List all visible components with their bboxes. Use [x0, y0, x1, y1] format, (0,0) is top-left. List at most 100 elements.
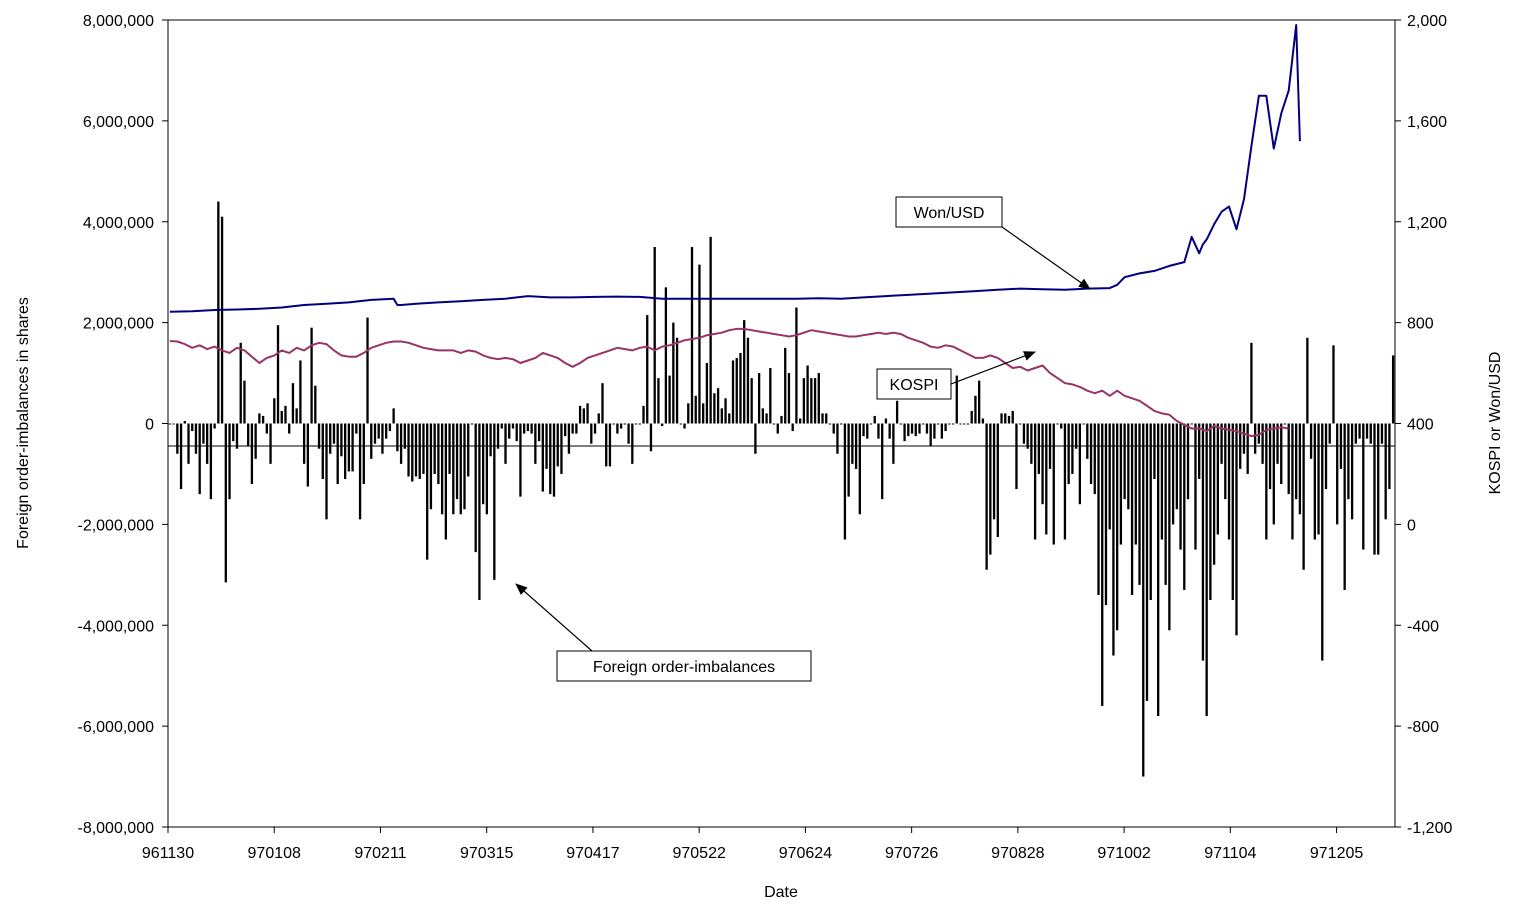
bar	[933, 423, 936, 439]
bar	[922, 423, 925, 425]
bar	[1030, 423, 1033, 464]
bar	[176, 423, 179, 454]
bar	[597, 413, 600, 424]
bar	[825, 413, 828, 424]
bar	[963, 423, 966, 425]
bar	[552, 423, 556, 497]
bar	[757, 373, 761, 424]
bar	[847, 423, 850, 497]
bar	[444, 423, 447, 540]
bar	[306, 423, 310, 487]
bar	[213, 423, 216, 429]
bar	[944, 423, 947, 432]
bar	[1306, 337, 1309, 424]
bar	[377, 423, 380, 439]
x-tick-label: 970726	[885, 845, 938, 862]
bar	[485, 423, 489, 515]
bar	[560, 423, 563, 474]
bar	[1007, 415, 1011, 424]
annotation-arrow	[950, 351, 1036, 385]
bar	[1015, 423, 1018, 490]
left-tick-label: -4,000,000	[77, 618, 154, 635]
bar	[1216, 423, 1219, 535]
bar	[981, 418, 985, 424]
bar	[422, 423, 425, 474]
x-tick-label: 970108	[248, 845, 301, 862]
bar	[526, 423, 530, 432]
bar	[1074, 423, 1078, 449]
bar	[1019, 423, 1022, 425]
x-tick-label: 970624	[779, 845, 832, 862]
bar	[537, 423, 541, 442]
bar	[1373, 423, 1376, 555]
bar	[1272, 423, 1275, 525]
bar	[851, 423, 854, 464]
left-y-axis: -8,000,000 -6,000,000 -4,000,000 -2,000,000…	[77, 13, 168, 837]
bar	[1104, 423, 1108, 606]
annotation-box	[556, 650, 812, 682]
bar	[974, 395, 977, 424]
bar	[254, 423, 257, 459]
bar	[877, 423, 880, 439]
bar	[642, 405, 645, 424]
bar	[1354, 423, 1357, 444]
x-tick-label: 970211	[354, 845, 406, 862]
bar	[605, 423, 608, 467]
bar	[1302, 423, 1305, 570]
left-tick-label: 0	[145, 417, 154, 434]
bar	[1350, 423, 1354, 520]
bar	[191, 423, 194, 432]
bar	[1384, 423, 1387, 520]
bar	[381, 423, 384, 454]
bar	[474, 423, 477, 553]
right-tick-label: -1,200	[1407, 820, 1452, 837]
bar	[728, 413, 731, 424]
bar	[1212, 423, 1216, 565]
bar	[209, 423, 213, 500]
bar	[914, 423, 917, 437]
bar	[202, 423, 205, 444]
x-tick-label: 970522	[672, 845, 725, 862]
bar	[1365, 423, 1369, 439]
bar	[519, 423, 522, 497]
bar	[1004, 413, 1007, 424]
bar	[955, 375, 958, 424]
bar	[1198, 423, 1201, 479]
bar	[616, 423, 619, 434]
bar	[370, 423, 373, 459]
bar	[1000, 413, 1003, 424]
bar	[1142, 423, 1145, 777]
bar	[299, 360, 302, 424]
bar	[1287, 423, 1290, 495]
bar	[925, 423, 929, 434]
bar	[1257, 423, 1261, 444]
bar	[978, 380, 981, 424]
bar	[358, 423, 362, 520]
bar	[500, 423, 503, 429]
bar	[959, 423, 962, 425]
bar	[1321, 423, 1324, 661]
x-axis-title: Date	[764, 884, 798, 901]
bar	[217, 201, 220, 424]
bar	[399, 423, 403, 464]
bar	[273, 398, 276, 424]
right-y-axis: -1,200 -800 -400 0 400 800 1,200 1,600 2,000	[1395, 13, 1452, 837]
bar	[1324, 423, 1328, 490]
bar	[463, 423, 466, 510]
bar	[426, 423, 429, 560]
bar	[362, 423, 365, 485]
bar	[918, 423, 921, 434]
bar	[649, 423, 653, 452]
bar	[239, 342, 242, 424]
bar	[657, 378, 660, 424]
bar	[1056, 423, 1059, 425]
bar	[940, 423, 944, 439]
bar	[590, 423, 593, 444]
bar	[731, 360, 735, 424]
left-tick-label: 4,000,000	[83, 215, 154, 232]
bar	[168, 423, 172, 425]
bar	[1205, 423, 1208, 717]
bar	[515, 423, 518, 442]
bar	[433, 423, 436, 474]
